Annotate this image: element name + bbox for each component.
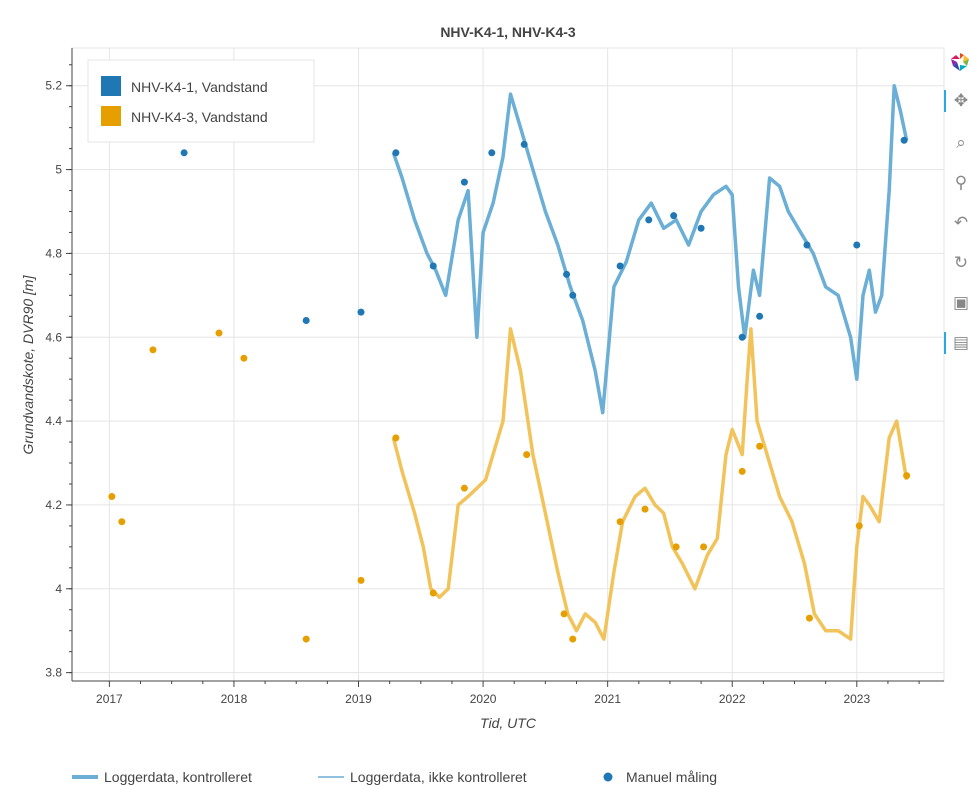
manual-point[interactable] (738, 467, 746, 475)
y-tick-label: 5 (55, 163, 62, 177)
wheel-zoom-icon[interactable]: ⚲ (954, 173, 968, 193)
manual-point[interactable] (697, 224, 705, 232)
logger-line-0[interactable] (391, 83, 909, 415)
manual-point[interactable] (357, 576, 365, 584)
axes (71, 48, 944, 682)
x-tick-label: 2021 (594, 692, 621, 706)
manual-point[interactable] (460, 484, 468, 492)
chart-title: NHV-K4-1, NHV-K4-3 (440, 24, 576, 40)
manual-point[interactable] (853, 241, 861, 249)
grid (72, 48, 944, 681)
hover-icon[interactable]: ▤ (944, 332, 972, 354)
x-tick-label: 2020 (470, 692, 497, 706)
manual-point[interactable] (523, 451, 531, 459)
y-tick-label: 4 (55, 582, 62, 596)
x-axis-label: Tid, UTC (480, 715, 537, 731)
x-tick-label: 2017 (96, 692, 123, 706)
manual-point[interactable] (118, 518, 126, 526)
manual-point[interactable] (700, 543, 708, 551)
series-layer (108, 83, 911, 643)
legend-bottom: Loggerdata, kontrolleret Loggerdata, ikk… (72, 769, 717, 785)
move-icon[interactable]: ✥ (944, 90, 972, 112)
y-tick-label: 3.8 (45, 666, 62, 680)
x-ticks: 2017 2018 2019 2020 2021 2022 2023 (96, 681, 920, 706)
manual-point[interactable] (302, 635, 310, 643)
legend-swatch-k4-3 (101, 106, 121, 126)
manual-point[interactable] (180, 149, 188, 157)
legend-label-kontrolleret[interactable]: Loggerdata, kontrolleret (104, 769, 252, 785)
manual-point[interactable] (670, 212, 678, 220)
legend-marker-swatch (603, 772, 613, 782)
manual-point[interactable] (569, 291, 577, 299)
legend-label-k4-1[interactable]: NHV-K4-1, Vandstand (131, 79, 268, 95)
box-zoom-icon[interactable]: ⌕ (956, 133, 966, 153)
manual-point[interactable] (429, 262, 437, 270)
manual-point[interactable] (805, 614, 813, 622)
manual-point[interactable] (240, 354, 248, 362)
undo-icon[interactable]: ↶ (953, 213, 969, 233)
manual-point[interactable] (569, 635, 577, 643)
legend-box (87, 59, 315, 143)
x-tick-label: 2018 (221, 692, 248, 706)
manual-point[interactable] (149, 346, 157, 354)
manual-point[interactable] (563, 270, 571, 278)
legend-label-k4-3[interactable]: NHV-K4-3, Vandstand (131, 109, 268, 125)
y-tick-label: 4.4 (45, 414, 62, 428)
manual-point[interactable] (429, 589, 437, 597)
x-tick-label: 2023 (843, 692, 870, 706)
manual-point[interactable] (803, 241, 811, 249)
manual-point[interactable] (392, 434, 400, 442)
x-tick-label: 2022 (719, 692, 746, 706)
manual-point[interactable] (616, 518, 624, 526)
manual-point[interactable] (108, 493, 116, 501)
logger-line-1[interactable] (391, 327, 909, 641)
manual-point[interactable] (855, 522, 863, 530)
legend-label-ikke-kontrolleret[interactable]: Loggerdata, ikke kontrolleret (350, 769, 527, 785)
manual-point[interactable] (560, 610, 568, 618)
manual-point[interactable] (641, 505, 649, 513)
y-ticks: 3.8 4 4.2 4.4 4.6 4.8 5 5.2 (45, 64, 72, 680)
y-tick-label: 5.2 (45, 79, 62, 93)
manual-point[interactable] (488, 149, 496, 157)
manual-point[interactable] (903, 472, 911, 480)
y-tick-label: 4.2 (45, 498, 62, 512)
bokeh-logo-icon[interactable] (950, 52, 970, 72)
manual-point[interactable] (756, 442, 764, 450)
toolbar: ✥ ⌕ ⚲ ↶ ↻ ▣ ▤ (944, 44, 972, 364)
legend-swatch-k4-1 (101, 76, 121, 96)
x-tick-label: 2019 (345, 692, 372, 706)
y-axis-label: Grundvandskote, DVR90 [m] (20, 274, 36, 454)
manual-point[interactable] (616, 262, 624, 270)
manual-point[interactable] (520, 140, 528, 148)
manual-point[interactable] (392, 149, 400, 157)
reset-icon[interactable]: ↻ (953, 253, 969, 273)
legend-label-manuel[interactable]: Manuel måling (626, 769, 717, 785)
manual-point[interactable] (738, 333, 746, 341)
save-icon[interactable]: ▣ (952, 293, 970, 313)
y-tick-label: 4.8 (45, 246, 62, 260)
manual-point[interactable] (357, 308, 365, 316)
manual-point[interactable] (756, 312, 764, 320)
manual-point[interactable] (302, 316, 310, 324)
manual-point[interactable] (215, 329, 223, 337)
manual-point[interactable] (672, 543, 680, 551)
manual-point[interactable] (645, 216, 653, 224)
legend-top: NHV-K4-1, Vandstand NHV-K4-3, Vandstand (87, 59, 315, 143)
manual-point[interactable] (460, 178, 468, 186)
y-tick-label: 4.6 (45, 330, 62, 344)
manual-point[interactable] (900, 136, 908, 144)
